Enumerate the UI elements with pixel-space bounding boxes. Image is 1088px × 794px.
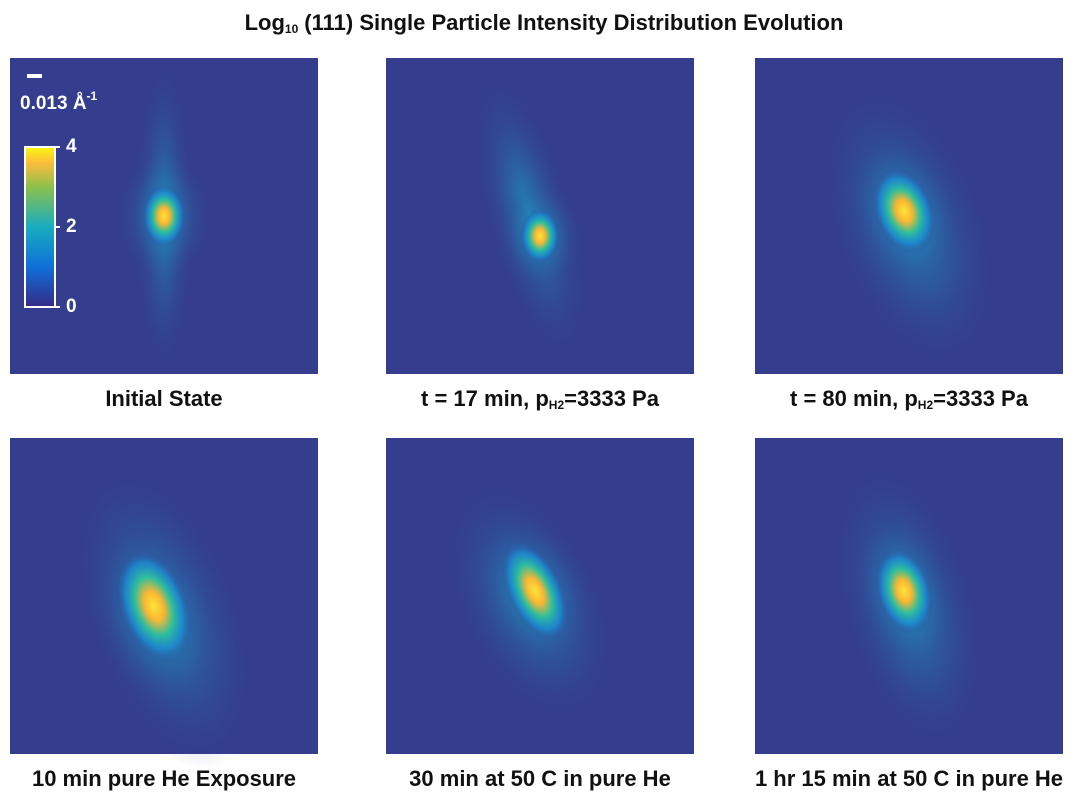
caption-text: 10 min pure He Exposure bbox=[32, 766, 296, 791]
panel-caption: t = 80 min, pH2=3333 Pa bbox=[790, 386, 1029, 412]
intensity-blob bbox=[871, 167, 937, 255]
scale-bar-label: 0.013 Å-1 bbox=[20, 89, 98, 114]
caption-text: 1 hr 15 min at 50 C in pure He bbox=[755, 766, 1063, 791]
panel-caption: 30 min at 50 C in pure He bbox=[409, 766, 671, 791]
caption-text: Initial State bbox=[105, 386, 222, 411]
intensity-blob bbox=[520, 208, 560, 264]
intensity-blob bbox=[874, 546, 934, 636]
intensity-blob bbox=[142, 184, 186, 248]
title-subscript: 10 bbox=[285, 22, 299, 36]
panel-caption: t = 17 min, pH2=3333 Pa bbox=[421, 386, 660, 412]
caption-subscript: H2 bbox=[918, 398, 934, 412]
caption-subscript: H2 bbox=[549, 398, 565, 412]
colorbar-ticks: 0 2 4 bbox=[55, 136, 77, 317]
panels bbox=[10, 56, 1063, 769]
intensity-blob bbox=[115, 548, 193, 664]
caption-text: t = 80 min, p bbox=[790, 386, 918, 411]
panel-caption: 10 min pure He Exposure bbox=[32, 766, 296, 791]
panel-caption: 1 hr 15 min at 50 C in pure He bbox=[755, 766, 1063, 791]
title-prefix: Log bbox=[245, 10, 285, 35]
caption-text: 30 min at 50 C in pure He bbox=[409, 766, 671, 791]
scale-superscript: -1 bbox=[87, 89, 98, 103]
colorbar bbox=[24, 146, 56, 308]
scale-label: 0.013 Å bbox=[20, 93, 87, 114]
panel-caption: Initial State bbox=[105, 386, 222, 411]
caption-suffix: =3333 Pa bbox=[933, 386, 1029, 411]
figure-title: Log10 (111) Single Particle Intensity Dis… bbox=[245, 10, 844, 36]
colorbar-tick-label: 4 bbox=[66, 136, 77, 157]
title-text: (111) Single Particle Intensity Distribu… bbox=[304, 10, 843, 35]
colorbar-tick-label: 0 bbox=[66, 296, 77, 317]
caption-text: t = 17 min, p bbox=[421, 386, 549, 411]
intensity-blob bbox=[500, 539, 570, 643]
captions: Initial State t = 17 min, pH2=3333 Pa t = … bbox=[32, 386, 1063, 791]
caption-suffix: =3333 Pa bbox=[564, 386, 660, 411]
colorbar-tick-label: 2 bbox=[66, 216, 77, 237]
